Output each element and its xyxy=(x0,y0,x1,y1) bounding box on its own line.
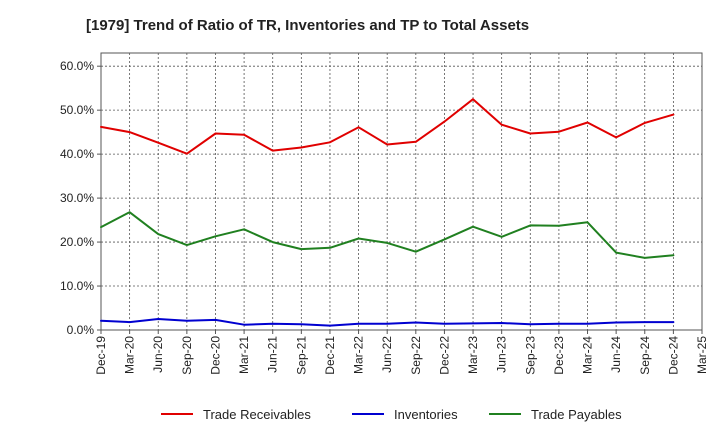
legend-label: Trade Receivables xyxy=(203,407,311,422)
x-tick-label: Sep-20 xyxy=(180,336,194,375)
legend-item: Trade Receivables xyxy=(161,407,311,422)
legend-label: Trade Payables xyxy=(531,407,622,422)
legend: Trade Receivables Inventories Trade Payabl… xyxy=(161,407,622,422)
series-line-trade-payables xyxy=(100,211,675,259)
x-tick-label: Mar-23 xyxy=(466,336,480,374)
x-tick-label: Mar-22 xyxy=(352,336,366,374)
legend-item: Inventories xyxy=(352,407,458,422)
x-tick-label: Sep-23 xyxy=(523,336,537,375)
y-tick-label: 30.0% xyxy=(60,191,94,205)
x-tick-label: Dec-19 xyxy=(94,336,108,375)
x-tick-label: Sep-21 xyxy=(294,336,308,375)
x-tick-label: Mar-20 xyxy=(123,336,137,374)
x-tick-label: Dec-20 xyxy=(208,336,222,375)
x-tick-label: Dec-24 xyxy=(666,336,680,375)
x-tick-label: Jun-21 xyxy=(266,336,280,373)
y-tick-label: 10.0% xyxy=(60,279,94,293)
y-tick-label: 40.0% xyxy=(60,147,94,161)
x-tick-label: Mar-21 xyxy=(237,336,251,374)
series-line-inventories xyxy=(100,318,675,327)
x-tick-label: Jun-20 xyxy=(151,336,165,373)
y-tick-label: 50.0% xyxy=(60,103,94,117)
series-line-trade-receivables xyxy=(100,98,675,155)
x-tick-label: Jun-24 xyxy=(609,336,623,373)
plot-frame xyxy=(100,52,703,331)
legend-item: Trade Payables xyxy=(489,407,622,422)
x-tick-label: Mar-25 xyxy=(695,336,709,374)
x-tick-label: Dec-21 xyxy=(323,336,337,375)
x-tick-label: Jun-23 xyxy=(495,336,509,373)
y-tick-label: 60.0% xyxy=(60,59,94,73)
y-tick-label: 20.0% xyxy=(60,235,94,249)
x-tick-label: Jun-22 xyxy=(380,336,394,373)
legend-label: Inventories xyxy=(394,407,458,422)
x-tick-label: Sep-24 xyxy=(638,336,652,375)
x-tick-label: Dec-23 xyxy=(552,336,566,375)
x-tick-label: Sep-22 xyxy=(409,336,423,375)
x-tick-label: Mar-24 xyxy=(581,336,595,374)
plot-area: 0.0% 10.0% 20.0% 30.0% 40.0% 50.0% 60.0% Dec-19… xyxy=(60,52,709,375)
chart-title: [1979] Trend of Ratio of TR, Inventories… xyxy=(86,17,529,34)
y-tick-label: 0.0% xyxy=(67,323,95,337)
x-tick-label: Dec-22 xyxy=(437,336,451,375)
